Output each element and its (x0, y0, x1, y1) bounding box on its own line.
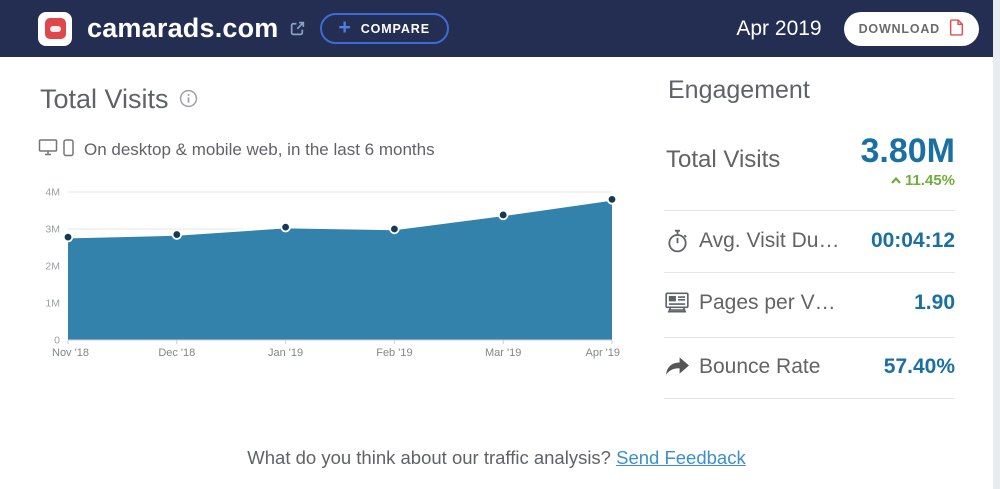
x-axis-label: Nov '18 (52, 347, 89, 359)
metric-row-pages-per-visit: Pages per V… 1.90 (664, 286, 955, 320)
chart-point[interactable] (171, 229, 183, 240)
chart-point[interactable] (62, 231, 74, 243)
plus-icon: + (338, 16, 352, 39)
engagement-total-visits-change: 11.45% (666, 172, 955, 189)
mobile-icon (63, 139, 74, 162)
x-axis-label: Mar '19 (485, 347, 521, 359)
caret-up-icon (891, 176, 901, 184)
metric-value: 00:04:12 (870, 229, 955, 252)
x-axis-label: Jan '19 (268, 347, 303, 359)
bounce-arrow-icon (664, 356, 690, 378)
chart-point[interactable] (606, 194, 618, 205)
desktop-icon (38, 138, 60, 162)
compare-button-label: COMPARE (360, 21, 430, 36)
y-axis-label: 1M (45, 298, 60, 310)
chart-point[interactable] (280, 221, 291, 233)
info-icon[interactable] (179, 84, 198, 115)
engagement-total-visits-label: Total Visits (666, 146, 781, 173)
y-axis-label: 3M (45, 224, 60, 236)
site-favicon (38, 11, 72, 46)
page-title: Total Visits (40, 84, 198, 115)
x-axis-label: Apr '19 (585, 347, 620, 359)
header-bar: camarads.com + COMPARE Apr 2019 DOWNLOAD (0, 0, 993, 57)
divider (664, 272, 955, 273)
divider (664, 210, 955, 211)
metric-row-avg-visit-duration: Avg. Visit Du… 00:04:12 (664, 224, 955, 258)
engagement-heading: Engagement (668, 76, 810, 104)
chart-subtitle-text: On desktop & mobile web, in the last 6 m… (84, 140, 435, 159)
stopwatch-icon (664, 229, 690, 254)
feedback-question: What do you think about our traffic anal… (247, 447, 611, 468)
metric-label: Pages per V… (699, 291, 836, 314)
divider (664, 337, 955, 338)
site-title: camarads.com (87, 13, 279, 43)
download-button-label: DOWNLOAD (858, 21, 940, 36)
metric-row-bounce-rate: Bounce Rate 57.40% (664, 350, 955, 384)
metric-label: Bounce Rate (699, 355, 821, 378)
metric-label: Avg. Visit Du… (699, 229, 840, 252)
metric-value: 1.90 (914, 291, 955, 314)
date-label: Apr 2019 (736, 16, 822, 40)
area-fill (68, 199, 612, 340)
send-feedback-link[interactable]: Send Feedback (616, 447, 746, 468)
download-button[interactable]: DOWNLOAD (843, 11, 979, 46)
external-link-icon[interactable] (289, 20, 306, 37)
chart-subtitle: On desktop & mobile web, in the last 6 m… (38, 138, 435, 162)
change-percent: 11.45% (904, 172, 955, 189)
area-line (67, 198, 613, 239)
y-axis-label: 2M (45, 261, 60, 273)
engagement-total-visits-value: 3.80M (860, 132, 956, 170)
total-visits-heading: Total Visits (40, 84, 169, 114)
y-axis-label: 4M (45, 187, 60, 199)
site-logo-icon (44, 18, 66, 39)
pages-icon (664, 291, 690, 315)
feedback-footer: What do you think about our traffic anal… (0, 447, 993, 469)
x-axis-label: Dec '18 (158, 347, 195, 359)
pdf-icon (949, 18, 964, 39)
compare-button[interactable]: + COMPARE (319, 13, 449, 44)
y-axis-label: 0 (54, 335, 60, 347)
metric-value: 57.40% (883, 355, 955, 378)
divider (664, 398, 955, 399)
chart-point[interactable] (498, 209, 509, 221)
x-axis-label: Feb '19 (376, 347, 412, 359)
chart-point[interactable] (389, 223, 400, 235)
total-visits-chart: 0 1M 2M 3M 4M Nov '18 Dec '18 Jan '19 Feb '19 Mar… (45, 187, 620, 360)
